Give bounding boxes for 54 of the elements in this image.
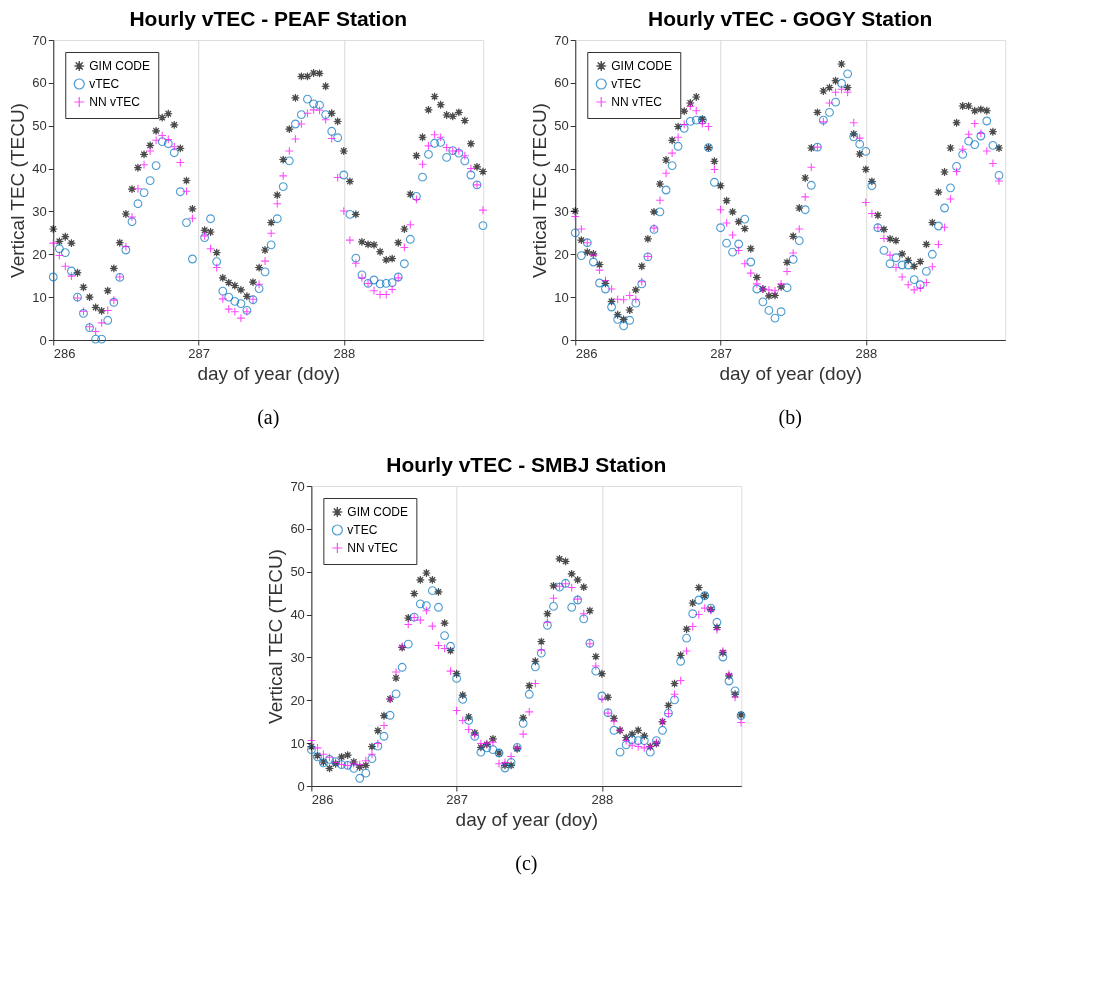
legend-label: GIM CODE [347, 505, 409, 519]
x-tick-label: 287 [710, 345, 732, 361]
x-axis-title: day of year (doy) [455, 808, 599, 830]
y-tick-label: 20 [554, 246, 569, 262]
x-tick-label: 287 [188, 345, 210, 361]
y-tick-label: 60 [290, 521, 305, 537]
x-tick-label: 286 [575, 345, 598, 361]
y-tick-label: 0 [39, 332, 47, 348]
y-tick-label: 0 [297, 778, 305, 794]
y-tick-label: 70 [554, 32, 569, 48]
y-tick-label: 70 [32, 32, 47, 48]
text: (b) [778, 406, 802, 429]
y-tick-label: 30 [290, 649, 305, 665]
legend-label: vTEC [347, 523, 378, 537]
x-axis-title: day of year (doy) [197, 362, 341, 384]
text: (a) [257, 406, 280, 429]
y-axis-title: Vertical TEC (TECU) [265, 549, 287, 724]
legend-label: NN vTEC [347, 541, 399, 555]
x-tick-label: 288 [591, 791, 614, 807]
y-tick-label: 20 [32, 246, 47, 262]
x-tick-label: 287 [446, 791, 468, 807]
y-tick-label: 40 [290, 607, 305, 623]
y-tick-label: 10 [32, 289, 47, 305]
legend-label: vTEC [89, 77, 120, 91]
y-tick-label: 50 [32, 118, 47, 134]
chart-title: Hourly vTEC - SMBJ Station [386, 453, 667, 476]
legend-label: GIM CODE [89, 59, 150, 73]
y-axis-title: Vertical TEC (TECU) [7, 103, 29, 278]
y-tick-label: 10 [554, 289, 569, 305]
y-tick-label: 40 [32, 161, 47, 177]
text: (c) [515, 852, 538, 875]
y-tick-label: 30 [32, 203, 47, 219]
y-tick-label: 50 [554, 118, 569, 134]
x-tick-label: 288 [333, 345, 356, 361]
y-axis-title: Vertical TEC (TECU) [529, 103, 551, 278]
legend-label: NN vTEC [89, 95, 141, 109]
chart-title: Hourly vTEC - PEAF Station [129, 7, 408, 30]
y-tick-label: 60 [554, 75, 569, 91]
y-tick-label: 50 [290, 564, 305, 580]
x-tick-label: 286 [53, 345, 76, 361]
legend-label: NN vTEC [611, 95, 663, 109]
y-tick-label: 30 [554, 203, 569, 219]
y-tick-label: 60 [32, 75, 47, 91]
x-tick-label: 288 [855, 345, 878, 361]
y-tick-label: 0 [561, 332, 569, 348]
legend-label: vTEC [611, 77, 642, 91]
legend-label: GIM CODE [611, 59, 672, 73]
x-axis-title: day of year (doy) [719, 362, 863, 384]
x-tick-label: 286 [311, 791, 334, 807]
y-tick-label: 40 [554, 161, 569, 177]
y-tick-label: 70 [290, 478, 305, 494]
y-tick-label: 20 [290, 692, 305, 708]
y-tick-label: 10 [290, 735, 305, 751]
chart-title: Hourly vTEC - GOGY Station [648, 7, 933, 30]
